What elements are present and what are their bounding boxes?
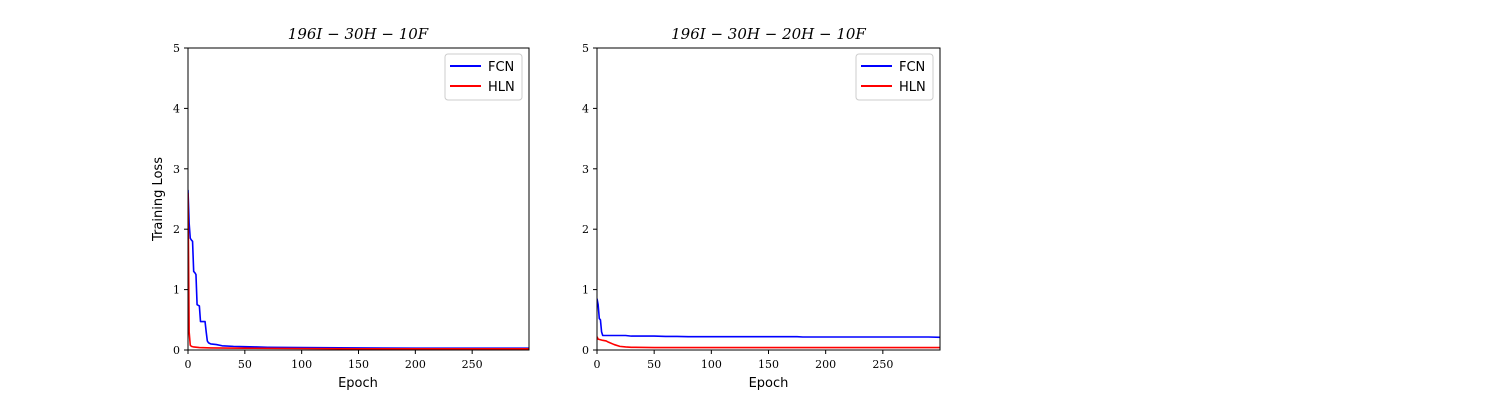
x-tick-label: 100 [291, 358, 312, 371]
series-line-fcn [597, 298, 940, 339]
series-line-fcn [188, 189, 529, 349]
y-tick-label: 5 [173, 42, 180, 55]
series-line-hln [188, 192, 529, 350]
x-tick-label: 100 [701, 358, 722, 371]
y-tick-label: 1 [582, 284, 589, 297]
y-tick-label: 0 [582, 344, 589, 357]
y-tick-label: 2 [582, 223, 589, 236]
x-tick-label: 0 [185, 358, 192, 371]
legend-label-fcn: FCN [488, 60, 514, 75]
ticks: 0 50 100 150 200 250 0 1 2 3 4 5 [582, 42, 893, 371]
y-tick-label: 5 [582, 42, 589, 55]
x-tick-label: 150 [758, 358, 779, 371]
y-tick-label: 2 [173, 223, 180, 236]
series-lines [188, 189, 529, 350]
x-axis-label: Epoch [338, 376, 378, 391]
chart-right: 196I − 30H − 20H − 10F Epoch 0 50 100 150 20… [582, 25, 941, 391]
legend: FCN HLN [444, 53, 523, 101]
chart-title: 196I − 30H − 20H − 10F [671, 25, 866, 43]
y-tick-label: 4 [173, 102, 180, 115]
x-tick-label: 50 [647, 358, 661, 371]
series-lines [597, 298, 940, 349]
x-tick-label: 150 [348, 358, 369, 371]
legend: FCN HLN [855, 53, 934, 101]
legend-label-fcn: FCN [899, 60, 925, 75]
chart-title: 196I − 30H − 10F [288, 25, 429, 43]
plot-frame [596, 47, 941, 351]
y-tick-label: 1 [173, 284, 180, 297]
y-tick-label: 4 [582, 102, 589, 115]
x-axis-label: Epoch [749, 376, 789, 391]
legend-label-hln: HLN [488, 80, 515, 95]
x-tick-label: 200 [815, 358, 836, 371]
y-axis-label: Training Loss [151, 157, 166, 242]
y-tick-label: 3 [173, 163, 180, 176]
y-tick-label: 3 [582, 163, 589, 176]
x-tick-label: 250 [872, 358, 893, 371]
x-tick-label: 200 [405, 358, 426, 371]
y-tick-label: 0 [173, 344, 180, 357]
series-line-hln [597, 336, 940, 349]
legend-label-hln: HLN [899, 80, 926, 95]
plot-frame [187, 47, 530, 351]
x-tick-label: 50 [238, 358, 252, 371]
x-tick-label: 250 [462, 358, 483, 371]
ticks: 0 50 100 150 200 250 0 1 2 3 4 5 [173, 42, 483, 371]
x-tick-label: 0 [594, 358, 601, 371]
chart-left: 196I − 30H − 10F Epoch Training Loss 0 50… [151, 25, 530, 391]
